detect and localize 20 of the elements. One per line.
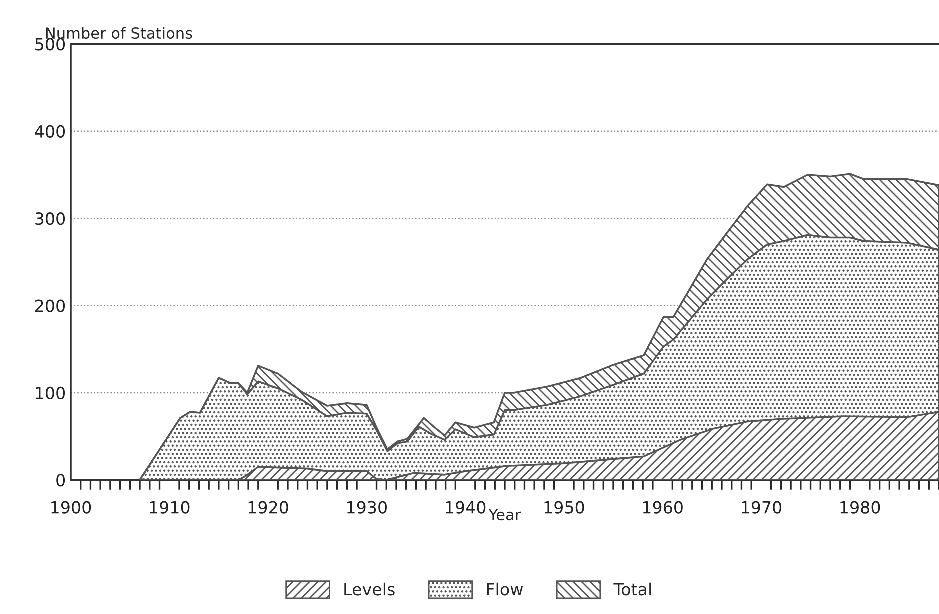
x-tick-label: 1940 [446,501,486,514]
y-tick-label: 500 [36,38,66,51]
y-tick-label: 400 [35,125,66,138]
x-tick-label: 1980 [840,501,880,514]
legend-label: Total [614,582,652,596]
x-axis-title: Year [488,509,522,521]
y-axis-title: Number of Stations [46,27,192,40]
x-tick-label: 1970 [742,501,782,514]
x-tick-label: 1950 [544,501,584,514]
x-tick-label: 1900 [52,501,92,514]
y-tick-label: 0 [56,474,66,487]
x-tick-label: 1930 [348,501,387,514]
legend-label: Flow [487,582,524,596]
y-tick-label: 300 [36,212,66,226]
x-tick-label: 1910 [150,501,190,514]
y-tick-label: 200 [36,300,66,312]
y-tick-label: 100 [36,386,66,400]
x-tick-label: 1960 [643,501,683,514]
x-tick-label: 1920 [248,501,288,514]
legend-label: Levels [344,582,395,596]
